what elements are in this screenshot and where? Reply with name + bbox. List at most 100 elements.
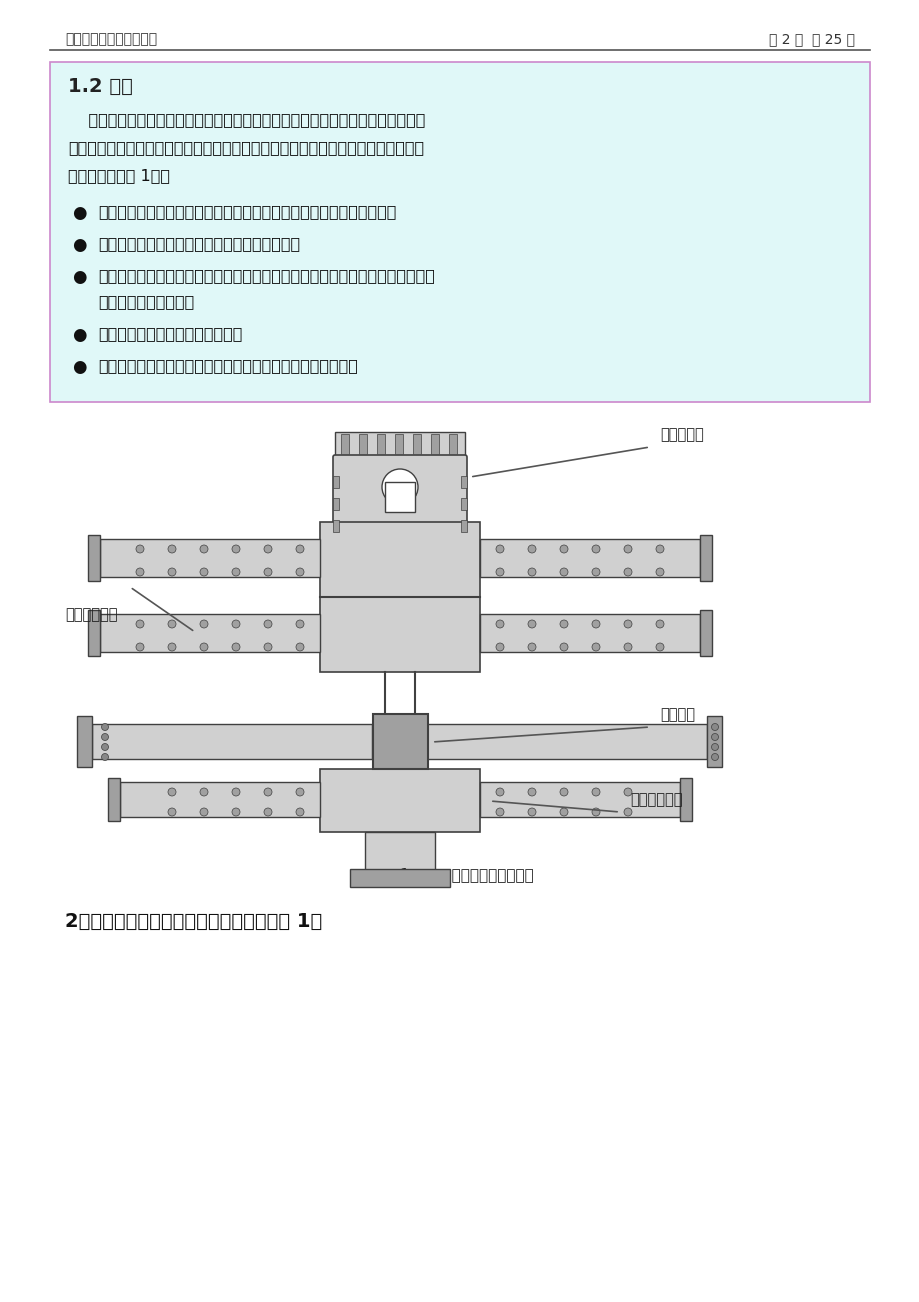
Text: ●: ●: [72, 358, 86, 376]
Circle shape: [623, 809, 631, 816]
Circle shape: [296, 620, 303, 628]
Circle shape: [710, 743, 718, 750]
Circle shape: [136, 568, 144, 575]
Circle shape: [495, 788, 504, 796]
Circle shape: [136, 620, 144, 628]
Circle shape: [560, 546, 567, 553]
Circle shape: [381, 469, 417, 505]
Bar: [460, 477, 467, 488]
Circle shape: [623, 546, 631, 553]
Bar: [333, 519, 338, 533]
Circle shape: [232, 643, 240, 651]
Circle shape: [168, 643, 176, 651]
Bar: [333, 477, 338, 488]
Circle shape: [264, 568, 272, 575]
Bar: [358, 434, 367, 454]
Text: 钻井四通: 钻井四通: [659, 707, 694, 723]
Circle shape: [655, 546, 664, 553]
Circle shape: [591, 546, 599, 553]
Bar: [108, 779, 119, 822]
Circle shape: [199, 620, 208, 628]
Text: 必要时，管子闸板可以悬挂钻具。: 必要时，管子闸板可以悬挂钻具。: [98, 326, 242, 341]
Bar: [77, 716, 92, 767]
Circle shape: [264, 643, 272, 651]
Circle shape: [101, 743, 108, 750]
Text: 液压控制的闸板防喷器是井控装置的一个重要组成部分。主要用途是在钻井、修: 液压控制的闸板防喷器是井控装置的一个重要组成部分。主要用途是在钻井、修: [68, 112, 425, 128]
Bar: [100, 539, 320, 577]
Circle shape: [655, 620, 664, 628]
Circle shape: [199, 546, 208, 553]
Circle shape: [528, 643, 536, 651]
Circle shape: [528, 546, 536, 553]
Bar: [394, 434, 403, 454]
Circle shape: [168, 788, 176, 796]
Circle shape: [495, 568, 504, 575]
Circle shape: [199, 643, 208, 651]
Circle shape: [296, 809, 303, 816]
Text: 以下作业（见图 1）：: 以下作业（见图 1）：: [68, 168, 170, 184]
Circle shape: [101, 724, 108, 730]
Bar: [460, 519, 467, 533]
Bar: [384, 482, 414, 512]
Circle shape: [168, 568, 176, 575]
Bar: [699, 611, 711, 656]
Bar: [413, 434, 421, 454]
Text: ●: ●: [72, 268, 86, 286]
Circle shape: [591, 809, 599, 816]
Text: 图 1   闸板防喷器安装使用示意图: 图 1 闸板防喷器安装使用示意图: [386, 867, 533, 881]
Bar: [372, 713, 427, 769]
Bar: [430, 434, 438, 454]
Circle shape: [623, 643, 631, 651]
Text: 双闸板防喷器: 双闸板防喷器: [65, 607, 118, 622]
Circle shape: [560, 643, 567, 651]
Text: 第 2 页  共 25 页: 第 2 页 共 25 页: [768, 33, 854, 46]
Circle shape: [560, 620, 567, 628]
Circle shape: [710, 733, 718, 741]
Circle shape: [495, 546, 504, 553]
Circle shape: [623, 788, 631, 796]
Circle shape: [623, 568, 631, 575]
Circle shape: [655, 568, 664, 575]
Circle shape: [232, 568, 240, 575]
Circle shape: [232, 809, 240, 816]
Bar: [706, 716, 721, 767]
Bar: [448, 434, 457, 454]
Text: 单闸板防喷器: 单闸板防喷器: [630, 792, 682, 807]
Bar: [341, 434, 348, 454]
Circle shape: [710, 754, 718, 760]
Bar: [335, 432, 464, 457]
Circle shape: [560, 568, 567, 575]
Text: 1.2 用途: 1.2 用途: [68, 77, 132, 96]
Circle shape: [528, 788, 536, 796]
Circle shape: [296, 568, 303, 575]
Circle shape: [101, 754, 108, 760]
Circle shape: [495, 809, 504, 816]
Circle shape: [528, 620, 536, 628]
Circle shape: [199, 788, 208, 796]
Bar: [320, 769, 480, 832]
Bar: [88, 535, 100, 581]
Bar: [88, 611, 100, 656]
Circle shape: [168, 546, 176, 553]
Circle shape: [264, 620, 272, 628]
Text: ●: ●: [72, 326, 86, 344]
FancyBboxPatch shape: [50, 62, 869, 402]
Text: 井、试油等作业中控制井口压力，有效地防止井喷事故发生，实现安全施工。能完成: 井、试油等作业中控制井口压力，有效地防止井喷事故发生，实现安全施工。能完成: [68, 141, 424, 155]
Circle shape: [264, 788, 272, 796]
Text: ●: ●: [72, 204, 86, 223]
Bar: [699, 535, 711, 581]
Circle shape: [264, 809, 272, 816]
Circle shape: [232, 546, 240, 553]
Circle shape: [528, 809, 536, 816]
Bar: [333, 497, 338, 510]
Bar: [349, 868, 449, 887]
Bar: [100, 615, 320, 652]
Circle shape: [591, 788, 599, 796]
Circle shape: [528, 568, 536, 575]
FancyBboxPatch shape: [333, 454, 467, 523]
Circle shape: [296, 546, 303, 553]
Bar: [480, 615, 699, 652]
Bar: [426, 724, 706, 759]
Circle shape: [168, 809, 176, 816]
Circle shape: [560, 788, 567, 796]
